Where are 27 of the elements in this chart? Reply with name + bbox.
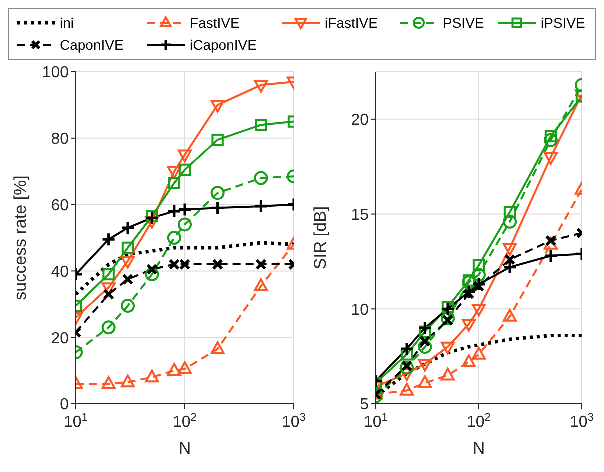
y-axis-title: success rate [%]	[11, 176, 30, 300]
legend-label: iPSIVE	[541, 15, 586, 31]
x-tick-label: 10$^{3}$	[282, 412, 306, 431]
y-axis-title: SIR [dB]	[311, 206, 330, 270]
legend-label: ini	[60, 15, 74, 31]
y-tick-label: 5	[360, 396, 370, 414]
y-tick-label: 15	[351, 206, 370, 224]
x-tick-label: 10$^{1}$	[364, 412, 388, 431]
legend-label: PSIVE	[443, 15, 484, 31]
legend-label: iFastIVE	[325, 15, 378, 31]
legend-label: FastIVE	[190, 15, 240, 31]
x-tick-label: 10$^{2}$	[466, 412, 492, 431]
x-tick-label: 10$^{3}$	[570, 412, 594, 431]
x-axis-title: N	[178, 439, 192, 458]
y-tick-label: 10	[351, 302, 370, 319]
x-tick-label: 10$^{2}$	[172, 412, 198, 431]
y-tick-label: 40	[51, 264, 70, 281]
y-tick-label: 100	[42, 64, 70, 82]
y-tick-label: 80	[51, 131, 70, 148]
y-tick-label: 60	[51, 197, 70, 214]
legend-label: iCaponIVE	[190, 37, 257, 53]
y-tick-label: 20	[51, 330, 70, 348]
legend-label: CaponIVE	[60, 37, 124, 53]
y-tick-label: 20	[351, 112, 370, 130]
x-tick-label: 10$^{1}$	[64, 412, 88, 431]
x-axis-title: N	[472, 439, 486, 458]
y-tick-label: 0	[60, 396, 70, 414]
